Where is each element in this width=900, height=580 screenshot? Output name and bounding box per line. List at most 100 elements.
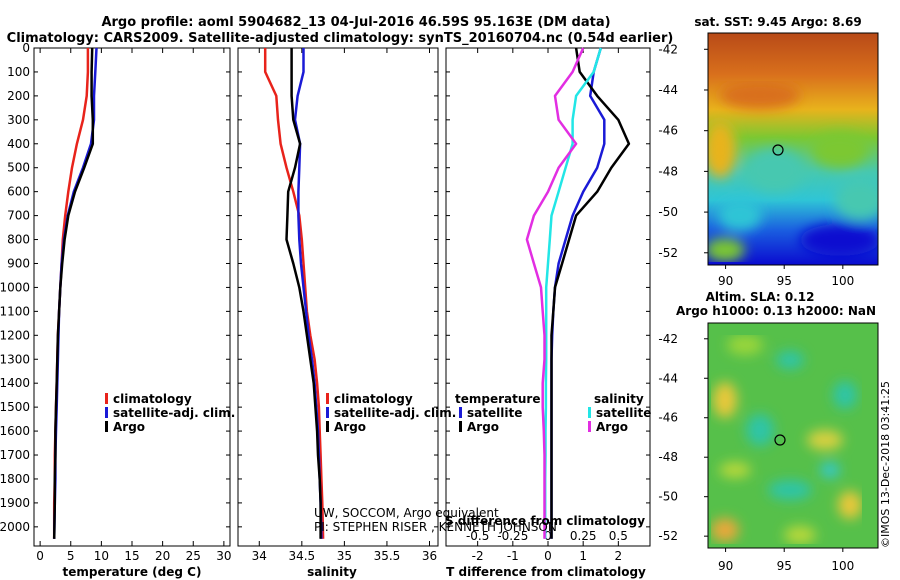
lon-tick-label: 90 <box>718 274 733 288</box>
depth-tick-label: 300 <box>7 113 30 127</box>
x-tick-label: -1 <box>507 549 519 563</box>
x-tick-label: 25 <box>186 549 201 563</box>
salinity-panel: 34 34.5 35 35.5 36 <box>252 48 437 563</box>
difference-legend: temperature salinity satellite Argo sate… <box>455 392 651 434</box>
x-tick-label: 0 <box>36 549 44 563</box>
depth-tick-label: 600 <box>7 185 30 199</box>
x-top-tick-label: -0.5 <box>466 529 489 543</box>
depth-tick-label: 1100 <box>0 304 30 318</box>
legend-label-s-satellite: satellite <box>596 406 651 420</box>
lat-tick-label: -50 <box>658 205 678 219</box>
x-tick-label: 0 <box>544 549 552 563</box>
lat-tick-label: -44 <box>658 371 678 385</box>
x-tick-label: 34 <box>252 549 267 563</box>
x-top-tick-label: 0.25 <box>570 529 597 543</box>
series-line-satellite-adj-clim- <box>293 48 323 539</box>
sla-map-title-1: Altim. SLA: 0.12 <box>706 290 815 304</box>
legend-label-climatology: climatology <box>334 392 413 406</box>
sst-argo-marker <box>772 144 784 156</box>
x-tick-label: -2 <box>472 549 484 563</box>
difference-xlabel: T difference from climatology <box>446 565 646 579</box>
depth-tick-label: 1900 <box>0 496 30 510</box>
sla-map-title-2: Argo h1000: 0.13 h2000: NaN <box>676 304 876 318</box>
legend-label-argo: Argo <box>113 420 145 434</box>
x-top-tick-label: 0.5 <box>609 529 628 543</box>
series-line-climatology <box>263 48 325 539</box>
temperature-legend: climatology satellite-adj. clim. Argo <box>105 392 235 434</box>
temperature-panel: 0 5 10 15 20 25 30 <box>36 47 232 563</box>
x-tick-label: 30 <box>216 549 231 563</box>
legend-label-s-argo: Argo <box>596 420 628 434</box>
depth-tick-label: 100 <box>7 65 30 79</box>
lon-tick-label: 100 <box>831 274 854 288</box>
lon-tick-label: 95 <box>777 559 792 573</box>
x-tick-label: 2 <box>615 549 623 563</box>
x-tick-label: 5 <box>67 549 75 563</box>
legend-swatch-argo <box>105 421 108 432</box>
x-tick-label: 35.5 <box>374 549 401 563</box>
lat-tick-label: -52 <box>658 529 678 543</box>
title-line-2: Climatology: CARS2009. Satellite-adjuste… <box>7 31 674 46</box>
lat-tick-label: -44 <box>658 83 678 97</box>
lat-tick-label: -52 <box>658 246 678 260</box>
legend-swatch-satellite <box>105 407 108 418</box>
legend-swatch-t-argo <box>459 421 462 432</box>
annotation-line-2: PI: STEPHEN RISER , KENNETH JOHNSON <box>314 520 557 534</box>
temperature-panel-frame <box>33 47 231 547</box>
legend-swatch-t-satellite <box>459 407 462 418</box>
series-line-s-argo <box>525 47 585 539</box>
legend-label-satellite: satellite-adj. clim. <box>113 406 235 420</box>
depth-tick-label: 500 <box>7 161 30 175</box>
legend-title-temperature: temperature <box>455 392 540 406</box>
lat-tick-label: -50 <box>658 490 678 504</box>
lat-tick-label: -48 <box>658 164 678 178</box>
legend-swatch-s-argo <box>588 421 591 432</box>
depth-tick-label: 1800 <box>0 472 30 486</box>
lat-tick-label: -42 <box>658 332 678 346</box>
series-line-argo <box>52 47 95 539</box>
depth-tick-label: 1700 <box>0 448 30 462</box>
legend-label-climatology: climatology <box>113 392 192 406</box>
temperature-xlabel: temperature (deg C) <box>63 565 202 579</box>
depth-tick-label: 1500 <box>0 400 30 414</box>
x-tick-label: 20 <box>155 549 170 563</box>
difference-xlabel-top: S difference from climatology <box>445 514 645 528</box>
x-top-tick-label: 0 <box>544 529 552 543</box>
sla-map-image <box>708 323 878 548</box>
sst-map-frame <box>707 32 879 266</box>
legend-swatch-s-satellite <box>588 407 591 418</box>
depth-tick-label: 1300 <box>0 352 30 366</box>
salinity-legend: climatology satellite-adj. clim. Argo <box>326 392 456 434</box>
x-tick-label: 15 <box>124 549 139 563</box>
depth-axis: 0 100 200 300 400 500 600 700 800 900 1000 1100 1200… <box>0 41 650 534</box>
depth-tick-label: 1000 <box>0 280 30 294</box>
x-tick-label: 34.5 <box>288 549 315 563</box>
lon-tick-label: 90 <box>718 559 733 573</box>
depth-tick-label: 2000 <box>0 520 30 534</box>
legend-swatch-argo <box>326 421 329 432</box>
depth-tick-label: 0 <box>22 41 30 55</box>
salinity-xlabel: salinity <box>307 565 357 579</box>
lat-tick-label: -46 <box>658 124 678 138</box>
legend-label-t-satellite: satellite <box>467 406 522 420</box>
depth-tick-label: 900 <box>7 256 30 270</box>
depth-tick-label: 1200 <box>0 328 30 342</box>
sst-map-image <box>708 33 878 265</box>
map-axes: -42 -44 -46 -48 -50 -52 90 95 100 -42 -44 -46 -48 -50… <box>658 42 854 573</box>
difference-panel: -2 -1 0 1 2 -0.5 -0.25 0 0.25 0.5 <box>466 47 631 563</box>
lon-tick-label: 100 <box>831 559 854 573</box>
depth-tick-label: 800 <box>7 233 30 247</box>
depth-tick-label: 1400 <box>0 376 30 390</box>
sla-map-frame <box>707 322 879 549</box>
depth-tick-label: 700 <box>7 209 30 223</box>
legend-title-salinity: salinity <box>594 392 644 406</box>
legend-swatch-climatology <box>326 393 329 404</box>
lat-tick-label: -48 <box>658 450 678 464</box>
lon-tick-label: 95 <box>777 274 792 288</box>
legend-swatch-climatology <box>105 393 108 404</box>
x-tick-label: 36 <box>422 549 437 563</box>
title-line-1: Argo profile: aoml 5904682_13 04-Jul-201… <box>101 15 610 30</box>
depth-tick-label: 200 <box>7 89 30 103</box>
